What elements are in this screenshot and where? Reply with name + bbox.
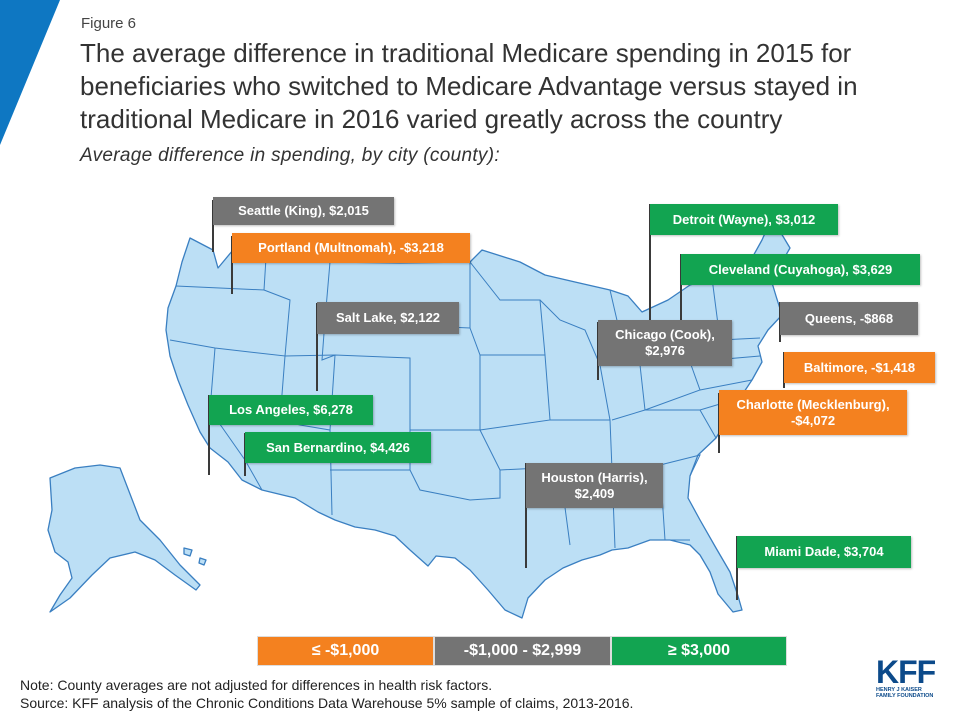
corner-accent bbox=[0, 0, 60, 145]
legend-high: ≥ $3,000 bbox=[611, 636, 787, 666]
flag-cleveland: Cleveland (Cuyahoga), $3,629 bbox=[681, 254, 920, 285]
page-title: The average difference in traditional Me… bbox=[80, 38, 858, 134]
flag-houston: Houston (Harris), $2,409 bbox=[526, 463, 663, 508]
legend-low: ≤ -$1,000 bbox=[257, 636, 434, 666]
legend: ≤ -$1,000 -$1,000 - $2,999 ≥ $3,000 bbox=[257, 636, 787, 666]
source-text: Source: KFF analysis of the Chronic Cond… bbox=[20, 695, 634, 711]
flag-charlotte: Charlotte (Mecklenburg), -$4,072 bbox=[719, 390, 907, 435]
flag-chicago: Chicago (Cook), $2,976 bbox=[598, 320, 732, 366]
logo-line1: HENRY J KAISER bbox=[876, 687, 922, 693]
logo-mark: KFF bbox=[876, 654, 936, 690]
flag-los-angeles: Los Angeles, $6,278 bbox=[209, 395, 373, 425]
logo-line2: FAMILY FOUNDATION bbox=[876, 693, 934, 699]
note-text: Note: County averages are not adjusted f… bbox=[20, 677, 493, 693]
flag-salt-lake: Salt Lake, $2,122 bbox=[317, 302, 459, 334]
figure-label: Figure 6 bbox=[81, 15, 137, 32]
notes: Note: County averages are not adjusted f… bbox=[20, 676, 633, 712]
alaska-shape bbox=[47, 464, 201, 613]
flag-san-bernardino: San Bernardino, $4,426 bbox=[245, 432, 431, 463]
hawaii-shape bbox=[183, 547, 193, 557]
flag-queens: Queens, -$868 bbox=[780, 302, 918, 335]
flag-miami: Miami Dade, $3,704 bbox=[737, 536, 911, 568]
page-subtitle: Average difference in spending, by city … bbox=[80, 145, 500, 166]
flag-baltimore: Baltimore, -$1,418 bbox=[784, 352, 935, 383]
flag-seattle: Seattle (King), $2,015 bbox=[213, 197, 394, 225]
flag-detroit: Detroit (Wayne), $3,012 bbox=[650, 204, 838, 235]
flag-portland: Portland (Multnomah), -$3,218 bbox=[232, 233, 470, 263]
kff-logo: KFF HENRY J KAISER FAMILY FOUNDATION bbox=[876, 654, 948, 699]
legend-mid: -$1,000 - $2,999 bbox=[434, 636, 611, 666]
